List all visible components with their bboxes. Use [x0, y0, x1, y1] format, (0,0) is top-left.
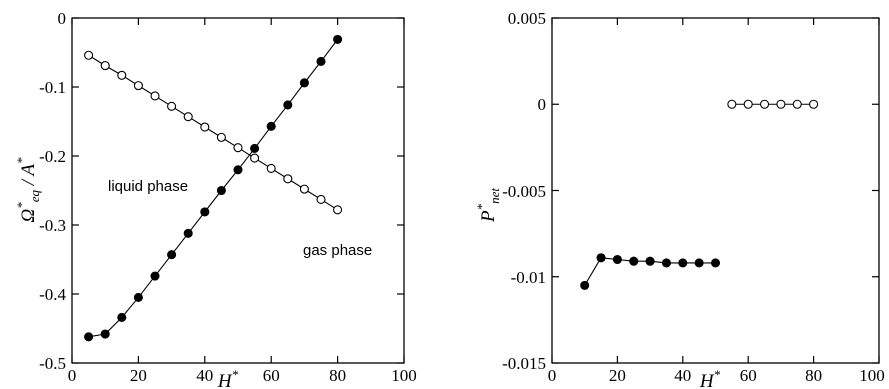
left-filled-point — [233, 165, 243, 175]
left-filled-point — [183, 228, 193, 238]
right-xtick-label: 60 — [740, 366, 757, 385]
right-open-point — [759, 99, 770, 109]
right-ytick-label: -0.015 — [502, 354, 546, 373]
left-tick-marks — [71, 17, 405, 364]
left-xtick-label: 60 — [263, 366, 280, 385]
right-xlabel: H* — [699, 367, 721, 389]
left-filled-point — [117, 312, 127, 323]
left-open-point — [84, 50, 94, 60]
left-open-point — [266, 163, 276, 173]
right-tick-marks — [551, 17, 880, 364]
right-xtick-label: 0 — [548, 366, 557, 385]
left-filled-point — [167, 250, 177, 260]
left-open-point — [333, 205, 343, 215]
left-open-point — [233, 143, 243, 153]
left-open-point — [150, 91, 160, 101]
left-open-point — [200, 122, 210, 132]
left-ytick-label: 0 — [58, 9, 67, 28]
right-filled-point — [694, 258, 704, 268]
right-filled-point — [612, 254, 622, 265]
right-filled-point — [645, 256, 655, 266]
left-panel: 0 -0.1 -0.2 -0.3 -0.4 -0.5 0 20 40 60 80… — [14, 9, 417, 389]
left-filled-point — [283, 100, 293, 110]
right-filled-point — [710, 258, 721, 268]
left-open-point — [283, 174, 293, 184]
left-open-point — [316, 194, 326, 205]
left-open-point — [250, 153, 260, 163]
left-filled-point — [84, 332, 94, 342]
right-open-point — [809, 99, 819, 109]
right-open-point — [727, 99, 737, 109]
left-filled-point — [150, 271, 160, 281]
left-filled-point — [333, 34, 343, 44]
left-filled-point — [316, 56, 326, 67]
right-xtick-label: 80 — [805, 366, 822, 385]
svg-text:H*: H* — [699, 367, 721, 389]
left-series-filled-line — [88, 39, 339, 338]
right-filled-point — [678, 258, 688, 268]
right-open-point — [743, 99, 753, 109]
left-series-open-line — [88, 54, 338, 211]
left-filled-point — [200, 207, 210, 217]
left-xtick-label: 20 — [130, 366, 147, 385]
right-series-layer — [580, 99, 819, 290]
right-panel: 0.005 0 -0.005 -0.01 -0.015 0 20 40 60 8… — [474, 9, 885, 389]
left-ytick-label: -0.1 — [39, 78, 66, 97]
right-ytick-label: -0.005 — [502, 182, 546, 201]
right-ytick-label: 0 — [538, 95, 547, 114]
right-filled-point — [661, 258, 672, 268]
left-open-point — [183, 112, 193, 122]
right-ytick-label: 0.005 — [508, 9, 546, 28]
left-ylabel: Ω*eq / A* — [14, 157, 42, 223]
right-plot-frame — [551, 17, 880, 364]
gas-phase-annotation: gas phase — [303, 242, 372, 259]
right-open-point — [776, 99, 786, 109]
left-open-point — [100, 61, 110, 71]
left-ytick-label: -0.2 — [39, 147, 66, 166]
left-series-layer — [84, 34, 343, 342]
left-filled-point — [266, 121, 276, 131]
left-ytick-label: -0.4 — [39, 285, 66, 304]
left-xtick-label: 100 — [391, 366, 417, 385]
left-open-point — [216, 132, 226, 142]
right-xtick-label: 100 — [859, 366, 885, 385]
left-xtick-label: 0 — [68, 366, 77, 385]
left-filled-point — [216, 185, 226, 196]
left-plot-frame — [71, 17, 405, 364]
right-ylabel: P*net — [474, 188, 502, 223]
left-open-point — [117, 70, 127, 80]
svg-text:Ω*eq / A*: Ω*eq / A* — [14, 157, 42, 223]
left-xlabel: H* — [217, 367, 239, 389]
left-open-point — [167, 101, 177, 111]
left-filled-point — [250, 143, 260, 153]
right-xtick-label: 20 — [609, 366, 626, 385]
left-filled-point — [299, 78, 309, 88]
liquid-phase-annotation: liquid phase — [108, 178, 188, 195]
left-xtick-label: 80 — [329, 366, 346, 385]
left-filled-point — [100, 329, 110, 339]
svg-text:P*net: P*net — [474, 188, 502, 223]
right-open-point — [792, 99, 802, 109]
right-filled-point — [596, 253, 606, 263]
right-filled-point — [580, 280, 590, 290]
svg-text:H*: H* — [217, 367, 239, 389]
right-filled-point — [629, 256, 639, 266]
left-open-point — [299, 184, 309, 194]
left-open-point — [133, 81, 143, 91]
left-ytick-label: -0.5 — [39, 354, 66, 373]
right-ytick-label: -0.01 — [511, 268, 546, 287]
right-xtick-label: 40 — [674, 366, 691, 385]
left-xtick-label: 40 — [196, 366, 213, 385]
left-ytick-label: -0.3 — [39, 216, 66, 235]
left-filled-point — [133, 292, 143, 303]
